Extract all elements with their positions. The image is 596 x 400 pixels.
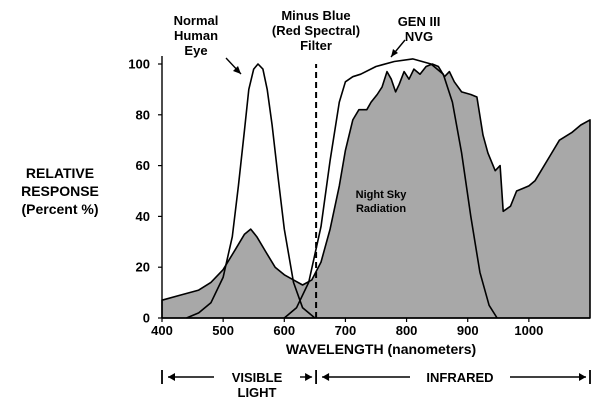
annotation-minus-blue-filter-line: Minus Blue [281, 8, 350, 23]
y-tick-label-line: 20 [136, 260, 150, 275]
x-tick-label-line: 700 [335, 323, 357, 338]
y-tick-label-line: 60 [136, 158, 150, 173]
annotation-human-eye: Normal Human Eye [174, 13, 219, 58]
annotation-gen3-nvg-line: GEN III [398, 14, 441, 29]
human-eye-arrowhead [233, 66, 241, 74]
y-tick-label-line: 40 [136, 209, 150, 224]
x-tick-label: 1000 [514, 323, 543, 338]
annotation-minus-blue-filter-line: Filter [300, 38, 332, 53]
annotation-gen3-nvg-line: NVG [405, 29, 433, 44]
region-label-infrared: INFRARED [426, 370, 493, 385]
y-tick-label: 40 [136, 209, 150, 224]
y-tick-label-line: 100 [128, 57, 150, 72]
x-tick-label-line: 600 [273, 323, 295, 338]
y-axis-label-line: (Percent %) [21, 201, 98, 217]
x-tick-label-line: 500 [212, 323, 234, 338]
region-label-visible-light-line: VISIBLE [232, 370, 283, 385]
annotation-gen3-nvg: GEN III NVG [398, 14, 441, 44]
area-layer [161, 63, 591, 319]
y-axis-label-line: RELATIVE [26, 165, 94, 181]
spectral-regions: VISIBLE LIGHT INFRARED [161, 370, 591, 400]
axes [158, 56, 590, 322]
x-tick-label-line: 800 [396, 323, 418, 338]
x-tick-label-line: 900 [457, 323, 479, 338]
y-tick-label-line: 80 [136, 107, 150, 122]
annotations: Normal Human Eye Minus Blue (Red Spectral) Fi… [174, 8, 441, 215]
gen-iii-nvg-line [283, 58, 498, 319]
x-tick-label: 600 [273, 323, 295, 338]
region-label-visible-light: VISIBLE LIGHT [232, 370, 283, 400]
x-tick-label-line: 1000 [514, 323, 543, 338]
infrared-arrow-right-head [579, 373, 586, 381]
annotation-night-sky: Night Sky Radiation [356, 189, 408, 215]
region-label-infrared-line: INFRARED [426, 370, 493, 385]
y-tick-label: 20 [136, 260, 150, 275]
annotation-human-eye-line: Normal [174, 13, 219, 28]
y-tick-label: 60 [136, 158, 150, 173]
infrared-arrow-left-head [322, 373, 330, 381]
x-tick-label: 500 [212, 323, 234, 338]
annotation-minus-blue-filter-line: (Red Spectral) [272, 23, 360, 38]
annotation-human-eye-line: Eye [184, 43, 207, 58]
nvg-arrowhead [391, 49, 398, 57]
x-axis-label-line: WAVELENGTH (nanometers) [286, 341, 476, 357]
annotation-human-eye-line: Human [174, 28, 218, 43]
y-tick-label: 80 [136, 107, 150, 122]
y-axis-label-line: RESPONSE [21, 183, 99, 199]
line-layer [186, 58, 498, 319]
x-tick-label: 400 [151, 323, 173, 338]
x-tick-label: 800 [396, 323, 418, 338]
axis-labels: RELATIVE RESPONSE (Percent %) WAVELENGTH (n… [21, 165, 476, 357]
y-tick-label: 100 [128, 57, 150, 72]
y-tick-label-line: 0 [143, 311, 150, 326]
x-tick-label: 900 [457, 323, 479, 338]
normal-human-eye-line [186, 63, 316, 319]
region-label-visible-light-line: LIGHT [238, 385, 277, 400]
x-tick-label-line: 400 [151, 323, 173, 338]
visible-arrow-right-head [305, 373, 313, 381]
annotation-night-sky-line: Night Sky [356, 189, 408, 201]
x-axis-label: WAVELENGTH (nanometers) [286, 341, 476, 357]
y-tick-label: 0 [143, 311, 150, 326]
tick-labels: 0 20 40 60 80 100 400 500 600 700 800 900 1000 [128, 57, 543, 339]
y-axis-label: RELATIVE RESPONSE (Percent %) [21, 165, 99, 217]
visible-arrow-left-head [168, 373, 175, 381]
annotation-night-sky-line: Radiation [356, 203, 406, 215]
x-tick-label: 700 [335, 323, 357, 338]
night-sky-radiation-area [161, 63, 591, 319]
annotation-minus-blue-filter: Minus Blue (Red Spectral) Filter [272, 8, 360, 53]
